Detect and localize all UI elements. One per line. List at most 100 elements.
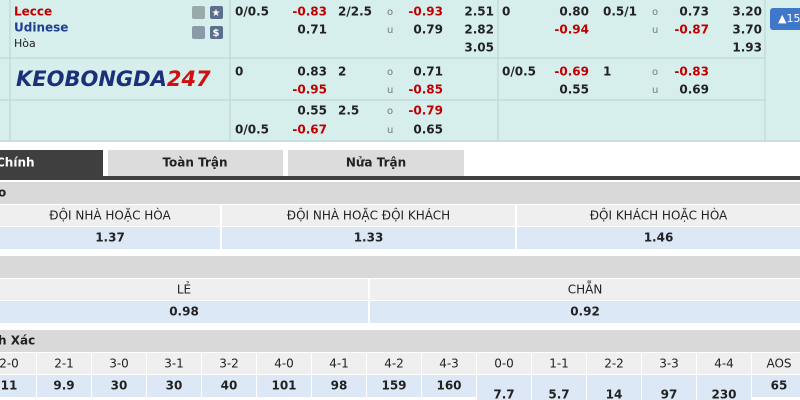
- odds-value: -0.67: [292, 123, 327, 137]
- odds-value: -0.69: [554, 65, 589, 79]
- odds-value: 101: [271, 379, 296, 393]
- odds-value: -0.83: [292, 5, 327, 19]
- odds-value: -0.85: [408, 83, 443, 97]
- odds-grid: [0, 0, 800, 142]
- odds-value: 3.05: [464, 41, 494, 55]
- home-team[interactable]: Lecce: [14, 5, 52, 19]
- odds-value: 1.33: [354, 231, 384, 245]
- header-cell: [422, 353, 476, 374]
- value-cell: [517, 227, 800, 249]
- odds-value: 0.55: [297, 104, 327, 118]
- value-cell: [92, 375, 146, 397]
- column-header: 2-0: [0, 357, 19, 371]
- odds-value: u: [652, 25, 658, 36]
- odds-value: 2/2.5: [338, 5, 372, 19]
- tab-label[interactable]: Chính: [0, 156, 35, 170]
- value-cell: [222, 227, 515, 249]
- header-cell: [642, 353, 696, 374]
- header-cell: [532, 353, 586, 374]
- tab-label[interactable]: Toàn Trận: [162, 156, 227, 170]
- tab-bar: [0, 176, 800, 180]
- odds-value: u: [387, 25, 393, 36]
- header-cell: [257, 353, 311, 374]
- odds-value: 0.83: [297, 65, 327, 79]
- header-cell: [0, 205, 220, 226]
- odds-value: 7.7: [493, 388, 514, 400]
- odds-value: 65: [771, 379, 788, 393]
- odds-value: 0: [502, 5, 510, 19]
- header-cell: [517, 205, 800, 226]
- odds-value: 0/0.5: [235, 5, 269, 19]
- expand-button[interactable]: [770, 8, 800, 30]
- odds-value: -0.79: [408, 104, 443, 118]
- section-bar: [0, 182, 800, 204]
- header-cell: [0, 279, 368, 300]
- logo-number: 247: [167, 67, 211, 91]
- odds-value: 3.20: [732, 5, 762, 19]
- odds-value: 2.51: [464, 5, 494, 19]
- odds-value: -0.95: [292, 83, 327, 97]
- header-cell: [367, 353, 421, 374]
- odds-value: u: [387, 85, 393, 96]
- odds-value: o: [387, 106, 393, 117]
- odds-value: u: [387, 125, 393, 136]
- odds-value: 0/0.5: [235, 123, 269, 137]
- odds-value: 1.46: [644, 231, 674, 245]
- odds-value: o: [387, 7, 393, 18]
- odds-value: -0.93: [408, 5, 443, 19]
- odds-value: 3.70: [732, 23, 762, 37]
- expand-button-label[interactable]: ▲15: [778, 12, 800, 25]
- tab-active[interactable]: [0, 150, 103, 176]
- value-cell: [587, 375, 641, 400]
- tab-label[interactable]: Nửa Trận: [346, 156, 406, 170]
- odds-value: 230: [711, 388, 736, 400]
- odds-value: 30: [166, 379, 183, 393]
- column-header: 4-2: [384, 357, 404, 371]
- column-header: 2-2: [604, 357, 624, 371]
- odds-value: u: [652, 85, 658, 96]
- section-bar: [0, 330, 800, 352]
- column-header: 3-2: [219, 357, 239, 371]
- odds-value: 0.98: [169, 305, 199, 319]
- header-cell: [92, 353, 146, 374]
- odds-value: 5.7: [548, 388, 569, 400]
- column-header: 2-1: [54, 357, 74, 371]
- odds-value: 159: [381, 379, 406, 393]
- away-team[interactable]: Udinese: [14, 21, 68, 35]
- odds-value: 0.80: [559, 5, 589, 19]
- odds-value: 97: [661, 388, 678, 400]
- value-cell: [147, 375, 201, 397]
- header-cell: [0, 353, 36, 374]
- column-header: CHẴN: [568, 281, 603, 297]
- odds-value: 2.82: [464, 23, 494, 37]
- value-cell: [697, 375, 751, 400]
- odds-value: -0.83: [674, 65, 709, 79]
- header-cell: [370, 279, 800, 300]
- header-cell: [477, 353, 531, 374]
- odds-value: 0.79: [413, 23, 443, 37]
- value-cell: [370, 301, 800, 323]
- odds-value: 14: [606, 388, 623, 400]
- tab[interactable]: [288, 150, 464, 176]
- odds-value: o: [652, 67, 658, 78]
- value-cell: [477, 375, 531, 400]
- value-cell: [532, 375, 586, 400]
- header-cell: [752, 353, 800, 374]
- odds-value: o: [387, 67, 393, 78]
- odds-panel: [0, 0, 800, 142]
- column-header: 4-4: [714, 357, 734, 371]
- odds-value: 0.65: [413, 123, 443, 137]
- odds-value: 160: [436, 379, 461, 393]
- svg-text:★: ★: [212, 8, 221, 19]
- header-cell: [202, 353, 256, 374]
- tab[interactable]: [108, 150, 283, 176]
- odds-value: 1.93: [732, 41, 762, 55]
- odds-value: 9.9: [53, 379, 74, 393]
- logo-text: KEOBONGDA: [16, 67, 167, 91]
- value-cell: [37, 375, 91, 397]
- odds-value: 2.5: [338, 104, 359, 118]
- column-header: ĐỘI KHÁCH HOẶC HÒA: [590, 208, 728, 223]
- odds-value: 0: [235, 65, 243, 79]
- odds-value: 30: [111, 379, 128, 393]
